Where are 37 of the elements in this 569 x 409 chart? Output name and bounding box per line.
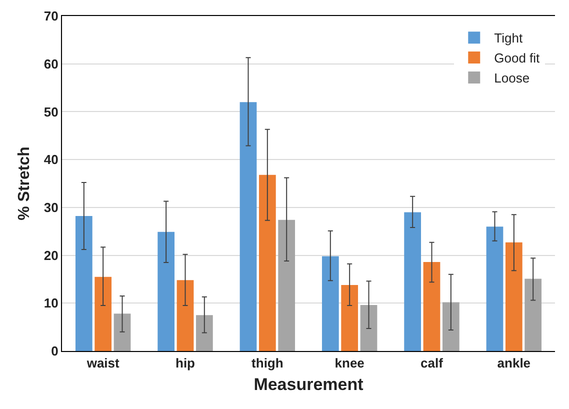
x-tick-label: knee [334,356,364,371]
bar [423,262,440,351]
bar [442,302,460,351]
bar [94,276,112,351]
x-tick-label: thigh [252,356,284,371]
x-tick-label: waist [86,356,120,371]
bar [75,216,92,351]
bar [486,226,504,351]
legend-label: Tight [494,30,523,46]
bar [404,212,422,351]
y-axis-title: % Stretch [16,146,33,220]
x-tick-label: calf [420,356,444,371]
y-tick-label: 30 [44,200,58,215]
bar [505,242,522,351]
bar [524,278,542,351]
y-tick-label: 50 [44,104,58,120]
y-tick-label: 60 [44,56,58,72]
y-tick-label: 20 [44,248,58,263]
bar [196,315,213,351]
y-tick-label: 40 [44,152,58,168]
bar [258,174,276,351]
legend-label: Loose [494,70,530,86]
legend-label: Good fit [494,50,540,66]
bar [158,232,175,351]
y-tick-label: 10 [44,296,58,311]
bar [341,284,358,351]
x-tick-label: hip [176,356,196,371]
bar [176,280,194,351]
bar [240,102,257,351]
x-axis-title: Measurement [254,375,364,394]
y-tick-label: 0 [51,344,58,359]
bar [322,256,339,351]
bar [278,220,296,351]
x-tick-label: ankle [497,356,531,371]
y-tick-label: 70 [44,8,58,24]
bar [114,314,131,351]
bar [360,305,378,351]
